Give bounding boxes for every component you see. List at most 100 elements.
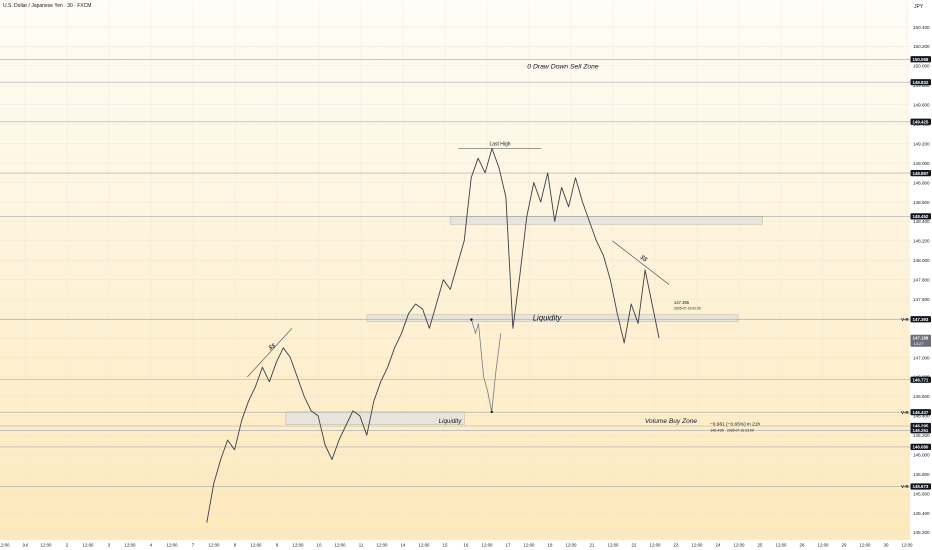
price-tick-label: 146.200 — [913, 433, 930, 438]
level-badge — [910, 376, 931, 383]
time-tick-label: 12:00 — [692, 543, 704, 548]
price-tick-label: 150.400 — [913, 25, 930, 30]
level-badge-label: 146.437 — [913, 410, 929, 415]
time-tick-label: 12:00 — [818, 543, 830, 548]
time-tick-label: 15 — [443, 543, 448, 548]
price-tick-label: 148.200 — [913, 239, 930, 244]
time-tick-label: 12:00 — [83, 543, 95, 548]
last-high-label: Last High — [489, 142, 510, 148]
time-tick-label: Jul — [22, 543, 28, 548]
time-tick-label: 29 — [842, 543, 847, 548]
time-tick-label: 12:00 — [251, 543, 263, 548]
price-tick-label: 145.200 — [913, 530, 930, 535]
time-tick-label: 28 — [800, 543, 805, 548]
level-badge-label: 148.452 — [913, 214, 929, 219]
price-tick-label: 149.600 — [913, 103, 930, 108]
sweep-label-left: $$ — [267, 343, 277, 352]
time-tick-label: 9 — [276, 543, 279, 548]
price-tick-label: 145.400 — [913, 511, 930, 516]
projection-start-point — [470, 318, 473, 321]
measure-time-label: 2025-07-23 23:00 — [727, 429, 754, 433]
price-tick-label: 146.600 — [913, 394, 930, 399]
badges-layer: 150.068 149.832 149.425 148.897 148.452 147.3… — [901, 56, 931, 490]
level-badge — [910, 427, 931, 434]
price-tick-label: 149.200 — [913, 141, 930, 146]
projection-target-point — [490, 410, 493, 414]
countdown-label: 13:27 — [914, 341, 925, 346]
time-tick-label: 12:00 — [608, 543, 620, 548]
price-tick-label: 146.400 — [913, 414, 930, 419]
time-tick-label: 12:00 — [293, 543, 305, 548]
level-badge-label: 146.080 — [913, 445, 929, 450]
price-tick-label: 149.000 — [913, 161, 930, 166]
time-tick-label: 7 — [192, 543, 195, 548]
price-tick-label: 148.600 — [913, 200, 930, 205]
time-axis-background — [0, 540, 932, 550]
liquidity-label-lower: Liquidity — [439, 418, 463, 425]
time-tick-label: 2 — [66, 543, 69, 548]
time-tick-label: 12:00 — [650, 543, 662, 548]
price-tick-label: 147.000 — [913, 355, 930, 360]
vr-marker-label: V-R — [901, 484, 909, 489]
zone-box-liquidity-lower — [285, 411, 465, 425]
level-badge-label: 145.673 — [913, 484, 929, 489]
time-tick-label: 25 — [758, 543, 763, 548]
time-tick-label: 12:00 — [209, 543, 221, 548]
vr-marker-label: V-R — [901, 317, 909, 322]
price-series-line — [206, 148, 660, 523]
time-tick-label: 12:00 — [566, 543, 578, 548]
level-badge-label: 146.295 — [913, 424, 929, 429]
time-tick-label: 18 — [548, 543, 553, 548]
level-badge-label: 149.425 — [913, 119, 929, 124]
time-tick-label: 16 — [464, 543, 469, 548]
time-tick-label: 4 — [150, 543, 153, 548]
level-badge — [910, 213, 931, 220]
current-price-badge — [910, 334, 931, 347]
price-tick-label: 145.800 — [913, 472, 930, 477]
time-tick-label: 12:00 — [419, 543, 431, 548]
price-tick-label: 145.600 — [913, 491, 930, 496]
zone-box-upper — [449, 216, 763, 225]
level-badge-label: 149.832 — [913, 80, 929, 85]
price-tick-label: 150.000 — [913, 64, 930, 69]
time-tick-label: 12:00 — [776, 543, 788, 548]
price-tick-label: 148.000 — [913, 258, 930, 263]
time-tick-label: 12:00 — [125, 543, 137, 548]
time-tick-label: 12:00 — [860, 543, 872, 548]
time-tick-label: 21 — [590, 543, 595, 548]
level-badge — [910, 483, 931, 490]
time-tick-label: 3 — [108, 543, 111, 548]
level-badge — [910, 118, 931, 125]
level-badge — [910, 79, 931, 86]
price-tick-label: 148.400 — [913, 219, 930, 224]
level-badge-label: 148.897 — [913, 171, 929, 176]
level-badge — [910, 409, 931, 416]
level-badge-label: 150.068 — [913, 57, 929, 62]
time-tick-label: 8 — [234, 543, 237, 548]
zone-box-liquidity — [366, 314, 739, 322]
measure-target-label: 146.435 — [710, 429, 724, 433]
time-tick-label: 30 — [884, 543, 889, 548]
time-tick-label: 22 — [632, 543, 637, 548]
sweep-trendline-left — [247, 328, 293, 378]
time-tick-label: 11 — [359, 543, 364, 548]
marker-time-label: 2025-07-23 02:00 — [674, 307, 701, 311]
marker-price-label: 147.395 — [674, 300, 690, 305]
vr-marker-label: V-R — [901, 410, 909, 415]
liquidity-label-upper: Liquidity — [533, 314, 563, 323]
currency-label: JPY — [914, 4, 924, 10]
time-tick-label: 17 — [506, 543, 511, 548]
measure-change-label: −0.961 (−0.65%) in 21h — [710, 422, 760, 428]
time-tick-label: 23 — [674, 543, 679, 548]
volume-buy-zone-label: Volume Buy Zone — [645, 418, 697, 425]
time-tick-label: 10 — [317, 543, 322, 548]
level-badge — [910, 169, 931, 177]
price-tick-label: 148.800 — [913, 180, 930, 185]
time-tick-label: 12:00 — [902, 543, 914, 548]
level-badge-label: 146.251 — [913, 428, 929, 433]
horizontal-levels-layer — [0, 58, 910, 487]
sweep-label-right: $$ — [638, 254, 648, 264]
time-tick-label: 12:00 — [167, 543, 179, 548]
